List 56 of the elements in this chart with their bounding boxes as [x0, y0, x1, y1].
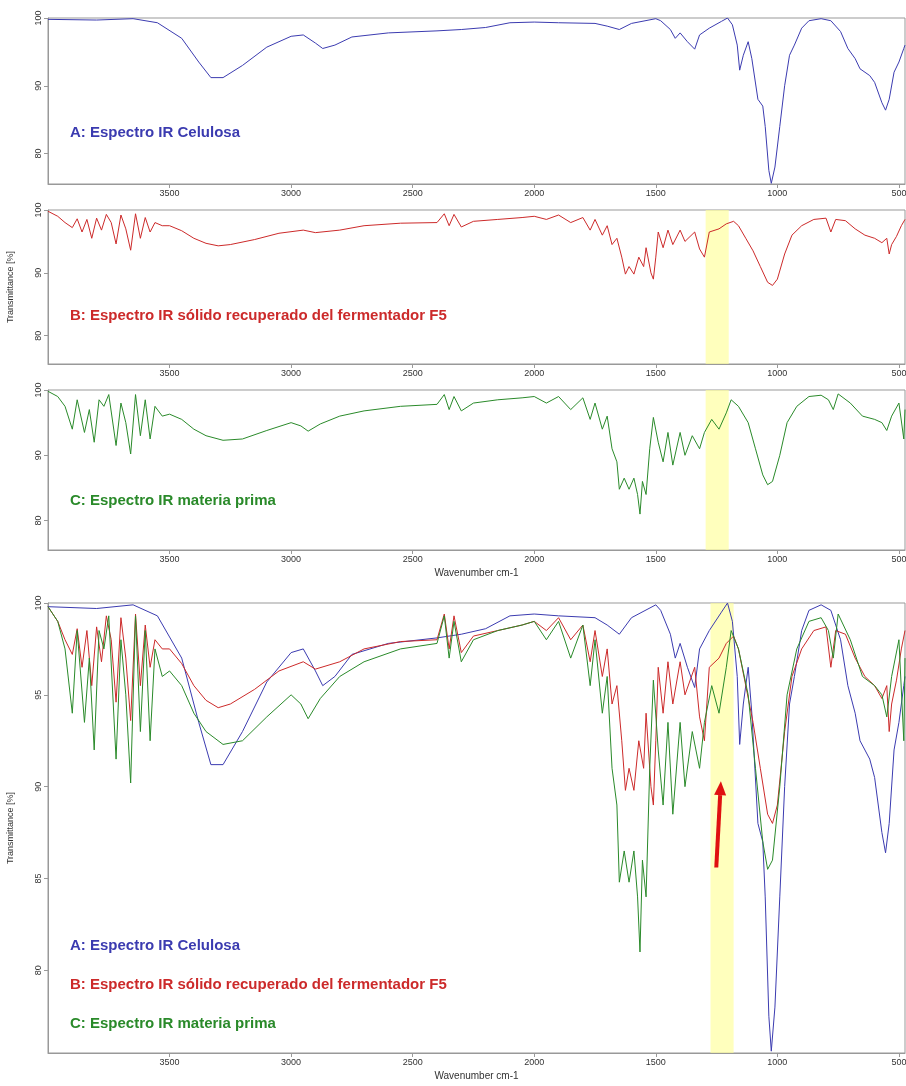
- x-tick-label: 3500: [159, 1056, 180, 1067]
- x-tick-label: 3000: [281, 367, 302, 378]
- y-tick-label: 100: [32, 382, 43, 398]
- x-tick-label: 2500: [402, 1056, 423, 1067]
- x-tick-label: 1000: [767, 367, 788, 378]
- y-tick-label: 100: [32, 595, 43, 611]
- y-tick-label: 85: [32, 873, 43, 884]
- line-series: [47, 606, 906, 953]
- x-tick-label: 2500: [402, 187, 423, 198]
- x-tick-label: 3500: [159, 187, 180, 198]
- x-tick-label: 2000: [524, 187, 545, 198]
- x-tick-label: 2500: [402, 553, 423, 564]
- text: B: Espectro IR sólido recuperado del fermentador F5: [70, 975, 447, 992]
- x-tick-label: 1500: [645, 553, 666, 564]
- y-tick-label: 80: [32, 515, 43, 526]
- y-tick-label: 80: [32, 965, 43, 976]
- y-tick-label: 80: [32, 330, 43, 341]
- x-tick-label: 1000: [767, 187, 788, 198]
- y-tick-label: 90: [32, 781, 43, 792]
- y-tick-label: 100: [32, 202, 43, 218]
- y-tick-label: 100: [32, 10, 43, 26]
- y-axis-title: Transmittance [%]: [4, 250, 15, 324]
- x-tick-label: 500: [891, 553, 906, 564]
- text: B: Espectro IR sólido recuperado del fermentador F5: [70, 306, 447, 323]
- line-series: [47, 210, 906, 286]
- line-series: [47, 390, 906, 515]
- x-tick-label: 1500: [645, 1056, 666, 1067]
- x-tick-label: 1500: [645, 367, 666, 378]
- x-tick-label: 1000: [767, 553, 788, 564]
- x-tick-label: 500: [891, 187, 906, 198]
- y-axis-title: Transmittance [%]: [4, 791, 15, 865]
- x-tick-label: 3000: [281, 553, 302, 564]
- x-tick-label: 500: [891, 1056, 906, 1067]
- y-tick-label: 90: [32, 450, 43, 461]
- y-tick-label: 80: [32, 148, 43, 159]
- x-tick-label: 1500: [645, 187, 666, 198]
- y-tick-label: 95: [32, 689, 43, 700]
- x-tick-label: 2500: [402, 367, 423, 378]
- x-tick-label: 2000: [524, 1056, 545, 1067]
- x-tick-label: 1000: [767, 1056, 788, 1067]
- text: A: Espectro IR Celulosa: [70, 936, 241, 953]
- line-series: [47, 17, 906, 184]
- x-tick-label: 3500: [159, 553, 180, 564]
- x-tick-label: 3500: [159, 367, 180, 378]
- y-tick-label: 90: [32, 267, 43, 278]
- x-axis-title: Wavenumber cm-1: [434, 567, 519, 579]
- x-tick-label: 500: [891, 367, 906, 378]
- x-axis-title: Wavenumber cm-1: [434, 1070, 519, 1082]
- y-tick-label: 90: [32, 80, 43, 91]
- text: C: Espectro IR materia prima: [70, 491, 277, 508]
- text: A: Espectro IR Celulosa: [70, 123, 241, 140]
- text: C: Espectro IR materia prima: [70, 1014, 277, 1031]
- x-tick-label: 2000: [524, 367, 545, 378]
- x-tick-label: 3000: [281, 187, 302, 198]
- x-tick-label: 3000: [281, 1056, 302, 1067]
- x-tick-label: 2000: [524, 553, 545, 564]
